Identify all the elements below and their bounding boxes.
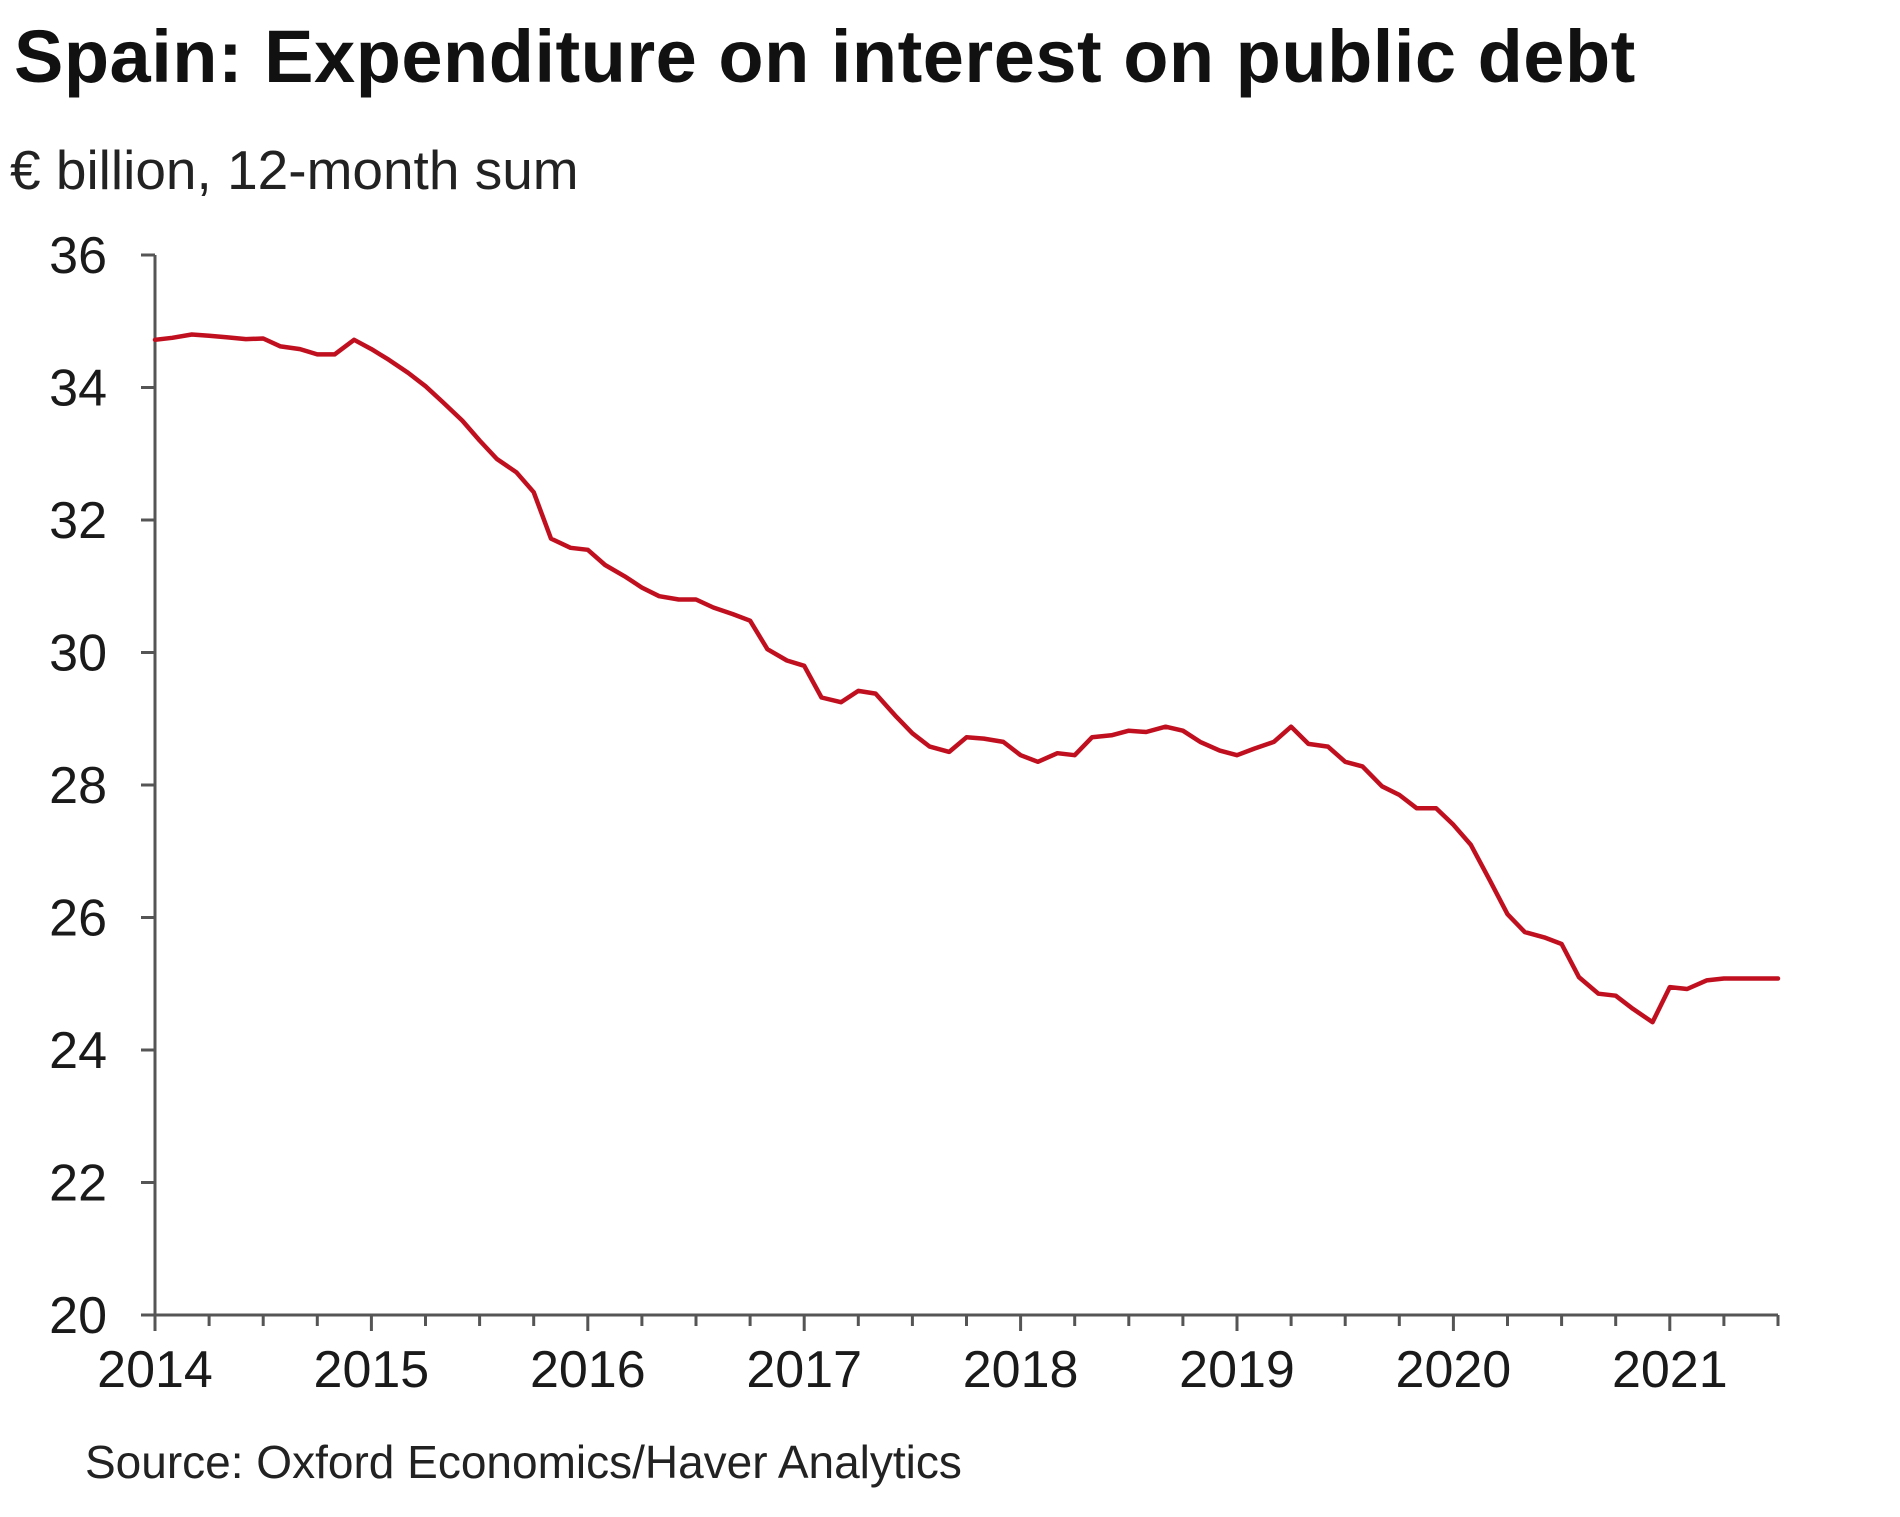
x-tick-label: 2018 — [963, 1341, 1079, 1399]
x-tick-label: 2017 — [746, 1341, 862, 1399]
x-tick-label: 2019 — [1179, 1341, 1295, 1399]
source-note: Source: Oxford Economics/Haver Analytics — [85, 1436, 962, 1488]
x-tick-label: 2020 — [1396, 1341, 1512, 1399]
x-tick-label: 2014 — [97, 1341, 213, 1399]
y-tick-label: 32 — [49, 492, 107, 550]
y-axis-unit-label: € billion, 12-month sum — [10, 139, 579, 201]
x-tick-label: 2016 — [530, 1341, 646, 1399]
y-tick-label: 34 — [49, 360, 107, 418]
y-tick-label: 28 — [49, 757, 107, 815]
y-tick-label: 36 — [49, 227, 107, 285]
x-tick-label: 2015 — [314, 1341, 430, 1399]
y-tick-label: 24 — [49, 1022, 107, 1080]
y-tick-label: 30 — [49, 625, 107, 683]
y-tick-label: 20 — [49, 1287, 107, 1345]
y-tick-label: 26 — [49, 890, 107, 948]
y-tick-label: 22 — [49, 1155, 107, 1213]
chart-title: Spain: Expenditure on interest on public… — [14, 15, 1636, 98]
x-tick-label: 2021 — [1612, 1341, 1728, 1399]
series-line — [152, 332, 1781, 1025]
